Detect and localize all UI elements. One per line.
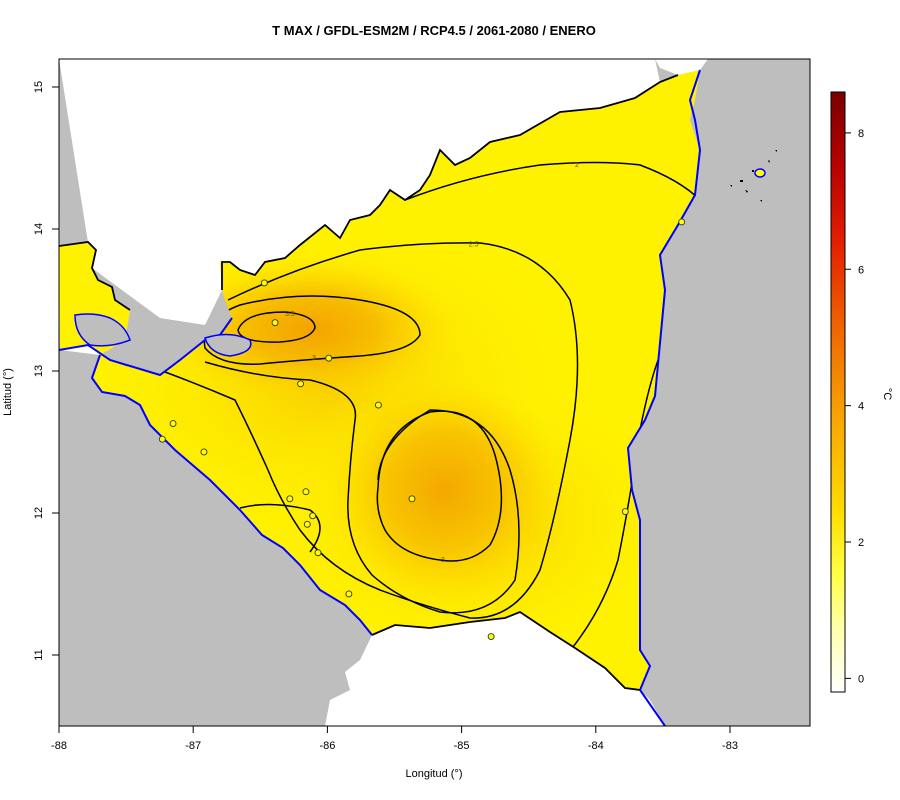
station-marker xyxy=(621,508,629,516)
x-axis: -88 -87 -86 -85 -84 -83 xyxy=(51,726,738,752)
colorbar-ticks: 0 2 4 6 8 xyxy=(845,128,864,685)
lake-managua xyxy=(204,333,252,357)
station-marker xyxy=(678,218,686,226)
x-tick-label: -84 xyxy=(588,740,604,752)
colorbar-gradient xyxy=(830,91,846,693)
station-markers xyxy=(158,218,686,640)
station-marker xyxy=(158,435,166,443)
gulf-fonseca xyxy=(74,313,131,347)
colorbar-tick-label: 0 xyxy=(858,673,864,685)
station-marker xyxy=(325,354,333,362)
station-marker xyxy=(297,380,305,388)
y-axis: 11 12 13 14 15 xyxy=(33,81,59,661)
contour-labels: 2 2.5 3.5 3 3 xyxy=(285,162,579,564)
station-marker xyxy=(260,279,268,287)
caribbean-coastline xyxy=(626,69,702,726)
station-marker xyxy=(374,401,382,409)
station-marker xyxy=(169,420,177,427)
colorbar-tick-label: 6 xyxy=(858,264,864,276)
station-marker xyxy=(309,512,317,520)
contour-label: 2 xyxy=(575,162,579,169)
x-tick-label: -87 xyxy=(185,740,201,752)
colorbar-tick-label: 4 xyxy=(858,401,864,413)
corn-island xyxy=(754,168,766,178)
map-title: T MAX / GFDL-ESM2M / RCP4.5 / 2061-2080 … xyxy=(272,23,596,38)
contour-3-5 xyxy=(237,311,316,343)
station-marker xyxy=(303,520,311,528)
y-tick-label: 11 xyxy=(33,649,45,660)
colorbar-tick-label: 2 xyxy=(858,537,864,549)
x-tick-label: -85 xyxy=(454,740,470,752)
x-axis-label: Longitud (°) xyxy=(406,768,463,780)
map-panel: 2 2.5 3.5 3 3 xyxy=(59,59,810,726)
y-tick-label: 15 xyxy=(33,81,45,93)
neighbor-land-south xyxy=(325,612,665,726)
contour-2-north xyxy=(404,161,700,201)
station-marker xyxy=(286,495,294,503)
contour-label: 3 xyxy=(312,355,316,362)
y-axis-label: Latitud (°) xyxy=(2,368,14,416)
x-tick-label: -83 xyxy=(722,740,738,752)
station-marker xyxy=(408,495,416,503)
x-tick-label: -88 xyxy=(51,740,67,752)
contour-label: 2.5 xyxy=(469,242,479,249)
plot-frame xyxy=(58,58,811,727)
contour-3-south xyxy=(376,410,503,562)
contour-label: 3 xyxy=(441,557,445,564)
station-marker xyxy=(314,549,322,557)
station-marker xyxy=(271,319,279,327)
y-tick-label: 14 xyxy=(33,223,45,235)
contour-2-southwest xyxy=(239,503,321,553)
station-marker xyxy=(200,448,208,456)
colorbar-tick-label: 8 xyxy=(858,128,864,140)
contour-lines xyxy=(164,161,700,669)
contour-label: 3.5 xyxy=(285,311,295,318)
colorbar-unit: °C xyxy=(881,388,893,400)
y-tick-label: 12 xyxy=(33,507,45,519)
y-tick-label: 13 xyxy=(33,365,45,377)
station-marker xyxy=(302,488,310,496)
nicaragua-coastline xyxy=(59,74,679,691)
station-marker xyxy=(487,633,495,640)
colorbar: 0 2 4 6 8 °C xyxy=(830,91,893,693)
station-marker xyxy=(345,590,353,598)
x-tick-label: -86 xyxy=(319,740,335,752)
contour-2-5 xyxy=(164,242,579,619)
